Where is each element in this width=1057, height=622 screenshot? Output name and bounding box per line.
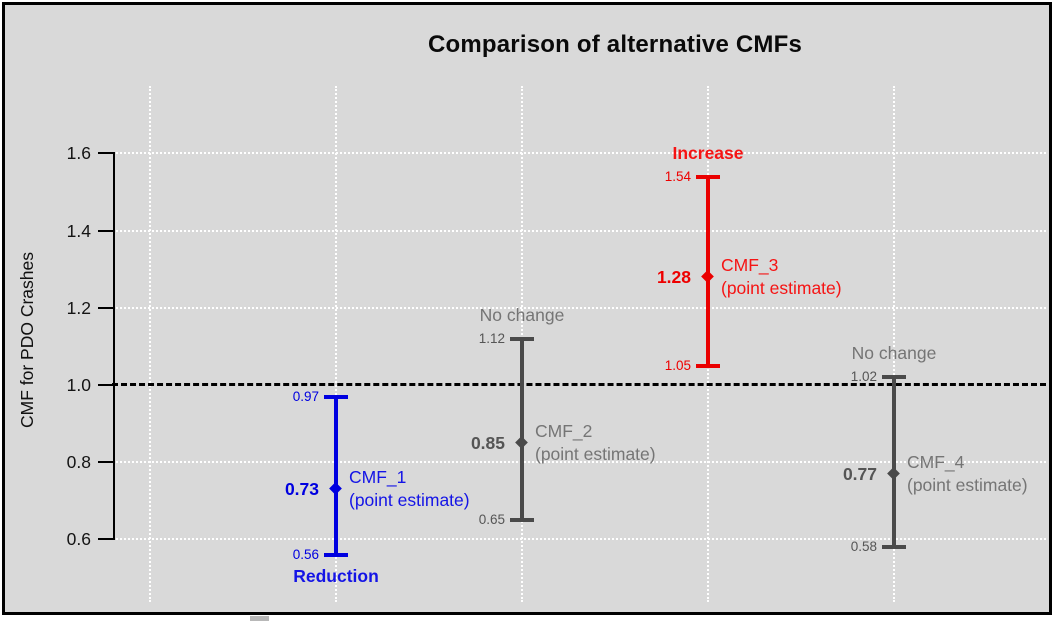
gridline-vertical: [149, 86, 151, 602]
point-estimate-label-cmf_1: 0.73: [284, 479, 319, 499]
series-label-cmf_4: CMF_4 (point estimate): [907, 452, 1028, 495]
gridline-horizontal: [112, 538, 1046, 540]
error-bar-cap-lower-cmf_2: [510, 518, 534, 522]
gridline-vertical: [893, 86, 895, 602]
y-axis-tick: [98, 307, 113, 309]
error-bar-cap-upper-cmf_1: [324, 395, 348, 399]
series-label-cmf_1: CMF_1 (point estimate): [349, 467, 470, 510]
upper-bound-label-cmf_4: 1.02: [850, 369, 877, 384]
error-bar-cap-upper-cmf_3: [696, 175, 720, 179]
error-bar-line-cmf_1: [334, 397, 338, 555]
y-axis-line: [113, 152, 115, 540]
chart-box: Comparison of alternative CMFs CMF for P…: [2, 2, 1052, 615]
y-axis-tick: [98, 230, 113, 232]
point-estimate-label-cmf_4: 0.77: [842, 464, 877, 484]
error-bar-cap-upper-cmf_4: [882, 375, 906, 379]
y-axis-title: CMF for PDO Crashes: [17, 252, 37, 428]
lower-bound-label-cmf_2: 0.65: [478, 512, 505, 527]
lower-bound-label-cmf_3: 1.05: [664, 358, 691, 373]
lower-bound-label-cmf_1: 0.56: [292, 547, 319, 562]
y-axis-tick: [98, 384, 113, 386]
upper-bound-label-cmf_1: 0.97: [292, 389, 319, 404]
plot-area: Comparison of alternative CMFs CMF for P…: [5, 5, 1049, 612]
series-label-cmf_3: CMF_3 (point estimate): [721, 255, 842, 298]
gridline-horizontal: [112, 461, 1046, 463]
y-axis-tick: [98, 461, 113, 463]
direction-label-cmf_3: Increase: [672, 143, 744, 163]
point-estimate-marker-cmf_3: [701, 270, 714, 283]
point-estimate-marker-cmf_1: [329, 482, 342, 495]
error-bar-cap-lower-cmf_3: [696, 364, 720, 368]
direction-label-cmf_2: No change: [479, 305, 565, 325]
error-bar-cap-upper-cmf_2: [510, 337, 534, 341]
gridline-vertical: [335, 86, 337, 602]
point-estimate-label-cmf_3: 1.28: [656, 267, 691, 287]
point-estimate-label-cmf_2: 0.85: [470, 433, 505, 453]
direction-label-cmf_1: Reduction: [293, 566, 379, 586]
page-artifact: [250, 616, 269, 621]
point-estimate-marker-cmf_4: [887, 467, 900, 480]
gridline-horizontal: [112, 152, 1046, 154]
reference-line: [112, 383, 1046, 386]
lower-bound-label-cmf_4: 0.58: [850, 539, 877, 554]
y-axis-tick: [98, 152, 113, 154]
series-label-cmf_2: CMF_2 (point estimate): [535, 421, 656, 464]
gridline-horizontal: [112, 230, 1046, 232]
chart-title: Comparison of alternative CMFs: [427, 31, 803, 58]
upper-bound-label-cmf_3: 1.54: [664, 169, 691, 184]
gridline-horizontal: [112, 307, 1046, 309]
y-tick-label: 0.8: [66, 452, 91, 472]
y-axis-tick: [98, 538, 113, 540]
y-tick-label: 1.4: [66, 221, 91, 241]
error-bar-cap-lower-cmf_4: [882, 545, 906, 549]
point-estimate-marker-cmf_2: [515, 436, 528, 449]
y-tick-label: 0.6: [66, 529, 91, 549]
y-tick-label: 1.2: [66, 298, 91, 318]
upper-bound-label-cmf_2: 1.12: [478, 331, 505, 346]
y-tick-label: 1.0: [66, 375, 91, 395]
error-bar-line-cmf_4: [892, 377, 896, 547]
direction-label-cmf_4: No change: [851, 343, 937, 363]
error-bar-line-cmf_2: [520, 339, 524, 520]
y-tick-label: 1.6: [66, 143, 91, 163]
error-bar-cap-lower-cmf_1: [324, 553, 348, 557]
